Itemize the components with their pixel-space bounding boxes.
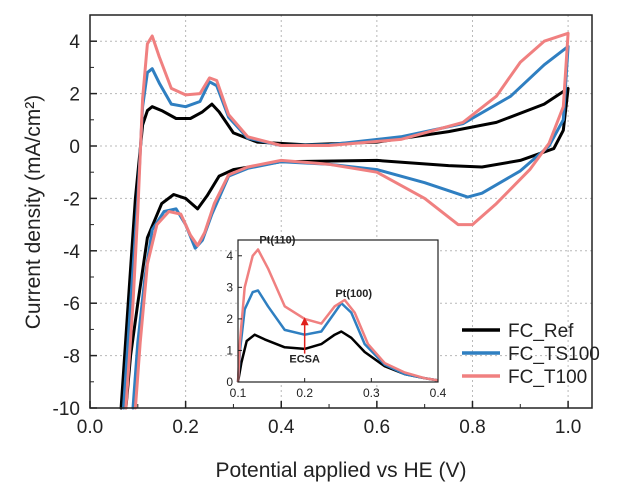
inset-annotation-pt-110: Pt(110) — [259, 234, 295, 246]
y-tick-label: -8 — [63, 347, 80, 368]
y-tick-label: 2 — [69, 85, 80, 106]
y-tick-label: -10 — [53, 399, 80, 420]
inset-x-tick-label: 0.3 — [363, 386, 380, 400]
inset-y-tick-label: 0 — [226, 375, 233, 389]
series-line-fc-ref — [119, 86, 570, 410]
inset-annotation-ecsa: ECSA — [289, 353, 320, 365]
x-tick-label: 0.4 — [268, 417, 295, 438]
x-axis-title: Potential applied vs HE (V) — [216, 459, 467, 482]
series-line-fc-t100 — [124, 31, 570, 410]
inset-y-tick-label: 2 — [226, 312, 233, 326]
x-tick-label: 0.2 — [172, 417, 198, 438]
main-ticks: 0.0 0.2 0.4 0.6 0.8 1.0 4 2 0 -2 -4 -6 -8 -10 — [53, 32, 582, 438]
y-tick-label: 0 — [69, 137, 80, 158]
y-tick-label: 4 — [69, 32, 80, 53]
inset-y-tick-label: 3 — [226, 280, 233, 294]
y-axis-title: Current density (mA/cm²) — [22, 95, 45, 330]
inset-x-tick-label: 0.2 — [296, 386, 313, 400]
inset-y-tick-label: 1 — [226, 343, 233, 357]
legend-label-fc-t100: FC_T100 — [508, 367, 587, 388]
x-tick-label: 0.8 — [459, 417, 485, 438]
y-tick-label: -2 — [63, 189, 80, 210]
legend-label-fc-ref: FC_Ref — [508, 321, 574, 342]
inset-annotation-pt-100: Pt(100) — [335, 288, 372, 300]
inset-annotations: Pt(110) Pt(100) ECSA — [259, 234, 372, 365]
inset-background — [238, 240, 438, 382]
main-series-group — [119, 31, 570, 410]
x-tick-label: 0.6 — [364, 417, 390, 438]
inset-series-line-fc-ts100 — [236, 289, 439, 383]
inset-x-tick-label: 0.4 — [430, 386, 447, 400]
x-tick-label: 1.0 — [555, 417, 581, 438]
inset-x-tick-label: 0.1 — [230, 386, 247, 400]
main-plot-frame — [89, 14, 593, 409]
x-tick-label: 0.0 — [77, 417, 103, 438]
y-tick-label: -4 — [63, 242, 80, 263]
y-tick-label: -6 — [63, 294, 80, 315]
inset-series-group — [236, 248, 439, 383]
inset-y-tick-label: 4 — [226, 249, 233, 263]
inset-series-line-fc-t100 — [236, 248, 439, 383]
inset-ticks: 0.1 0.2 0.3 0.4 0 1 2 3 4 — [226, 249, 446, 400]
inset-plot-frame — [237, 239, 439, 383]
ecsa-arrow-head — [300, 317, 309, 326]
legend-label-fc-ts100: FC_TS100 — [508, 344, 600, 365]
